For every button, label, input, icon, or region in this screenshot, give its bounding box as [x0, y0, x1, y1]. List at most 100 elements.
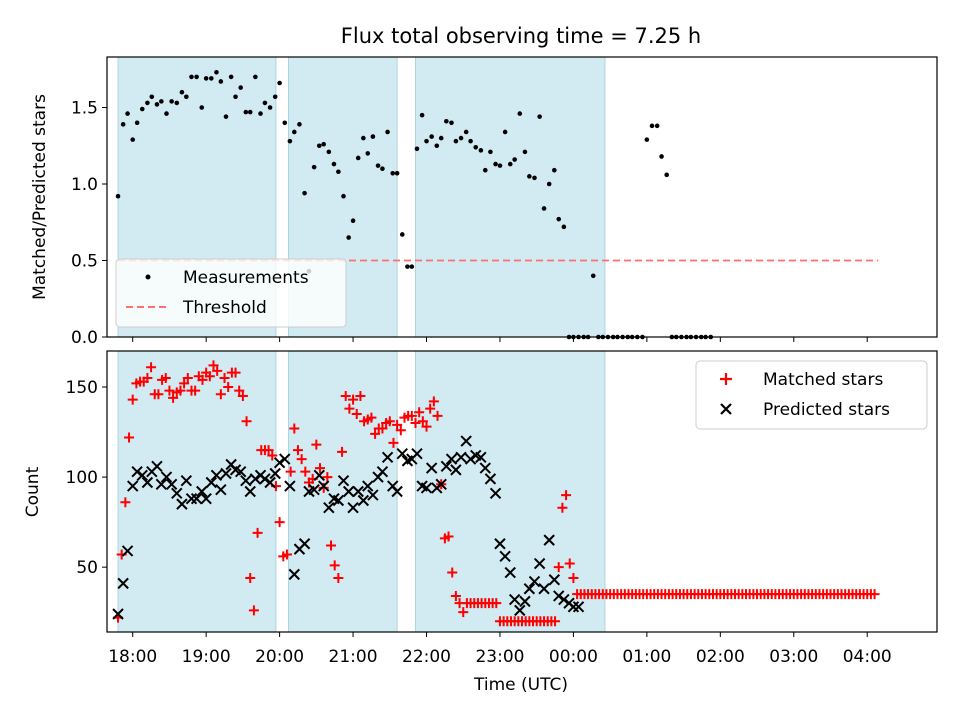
legend-matched-label: Matched stars [763, 370, 883, 390]
predicted-star-point [435, 478, 447, 491]
matched-star-point [124, 432, 135, 443]
predicted-star-point [425, 462, 438, 474]
matched-star-point [377, 423, 388, 434]
matched-star-point [234, 385, 245, 396]
measurement-point [556, 216, 562, 222]
matched-star-point [564, 558, 575, 569]
measurement-point [370, 134, 376, 139]
measurement-point [253, 74, 258, 80]
predicted-star-point [494, 538, 506, 550]
measurement-point [527, 174, 532, 179]
matched-star-point [142, 373, 153, 384]
legend-measurements-label: Measurements [183, 268, 309, 288]
measurement-point [169, 99, 174, 104]
predicted-star-point [298, 538, 311, 550]
matched-star-point [219, 373, 230, 384]
measurement-point [453, 138, 459, 144]
matched-star-point [406, 410, 417, 421]
measurement-point [493, 161, 498, 167]
measurement-point [316, 143, 322, 149]
predicted-star-point [165, 478, 178, 491]
measurement-point [385, 129, 390, 135]
y-tick-label: 50 [76, 558, 98, 578]
measurement-point [507, 161, 513, 167]
predicted-star-point [489, 487, 502, 500]
predicted-star-point [523, 583, 536, 595]
predicted-star-point [180, 474, 193, 487]
top-legend: Measurements Threshold [115, 258, 347, 328]
legend-predicted-marker [720, 403, 732, 415]
predicted-star-point [514, 604, 526, 617]
measurement-point [139, 106, 145, 112]
measurement-point [243, 109, 249, 115]
predicted-star-point [117, 577, 129, 590]
legend-threshold-label: Threshold [182, 298, 267, 318]
top-y-ticks: 0.0 0.5 1.0 1.5 [71, 98, 107, 348]
matched-star-point [384, 416, 395, 427]
top-x-ticks [132, 337, 868, 342]
predicted-star-point [376, 465, 389, 478]
matched-star-point [326, 540, 337, 551]
predicted-star-point [533, 557, 546, 570]
matched-star-point [443, 531, 454, 542]
predicted-star-point [176, 498, 188, 510]
measurement-point [497, 163, 503, 168]
observing-window [117, 350, 277, 633]
matched-star-point [274, 517, 285, 528]
predicted-star-point [259, 473, 271, 485]
predicted-star-point [220, 467, 232, 480]
predicted-star-point [499, 550, 511, 563]
predicted-star-point [136, 469, 148, 481]
predicted-star-point [215, 483, 227, 496]
predicted-star-point [112, 608, 124, 620]
measurement-point [463, 129, 469, 135]
measurement-point [390, 170, 396, 176]
measurement-point [149, 94, 155, 100]
measurement-point [380, 166, 385, 171]
predicted-star-point [171, 487, 183, 500]
predicted-star-point [508, 593, 521, 606]
matched-star-point [245, 572, 256, 583]
predicted-star-point [332, 494, 345, 507]
observing-window [415, 56, 606, 338]
predicted-star-point [264, 476, 276, 489]
measurement-point [365, 151, 371, 156]
measurement-point [336, 169, 341, 175]
x-tick-label: 19:00 [182, 647, 231, 667]
matched-star-point [153, 389, 164, 400]
predicted-star-point [440, 460, 453, 472]
predicted-star-point [200, 492, 212, 505]
measurement-point [189, 74, 194, 80]
measurement-point [130, 137, 136, 142]
matched-star-point [223, 382, 234, 393]
matched-star-point [348, 394, 359, 405]
matched-star-point [300, 466, 311, 477]
predicted-star-point [538, 583, 550, 595]
predicted-star-point [190, 492, 203, 505]
measurement-point [654, 123, 660, 129]
matched-star-point [175, 385, 186, 396]
x-tick-label: 00:00 [549, 647, 598, 667]
matched-star-point [450, 590, 461, 601]
matched-star-point [190, 385, 201, 396]
measurement-point [203, 76, 209, 81]
measurement-point [478, 148, 484, 153]
matched-star-point [127, 394, 138, 405]
measurement-point [214, 70, 219, 75]
measurement-point [194, 74, 199, 80]
predicted-star-point [528, 575, 541, 588]
predicted-star-point [127, 480, 139, 492]
matched-star-point [417, 416, 428, 427]
predicted-star-point [484, 473, 497, 485]
bottom-axes-frame [106, 350, 938, 633]
measurement-point [517, 111, 523, 116]
measurement-point [125, 111, 130, 116]
measurement-point [590, 273, 596, 279]
measurement-point [120, 122, 126, 127]
y-tick-label: 150 [66, 378, 98, 398]
matched-star-point [267, 450, 278, 461]
measurement-point [258, 111, 263, 116]
bottom-legend-box [695, 360, 928, 430]
matched-star-point [197, 374, 208, 385]
matched-star-point [355, 391, 366, 402]
